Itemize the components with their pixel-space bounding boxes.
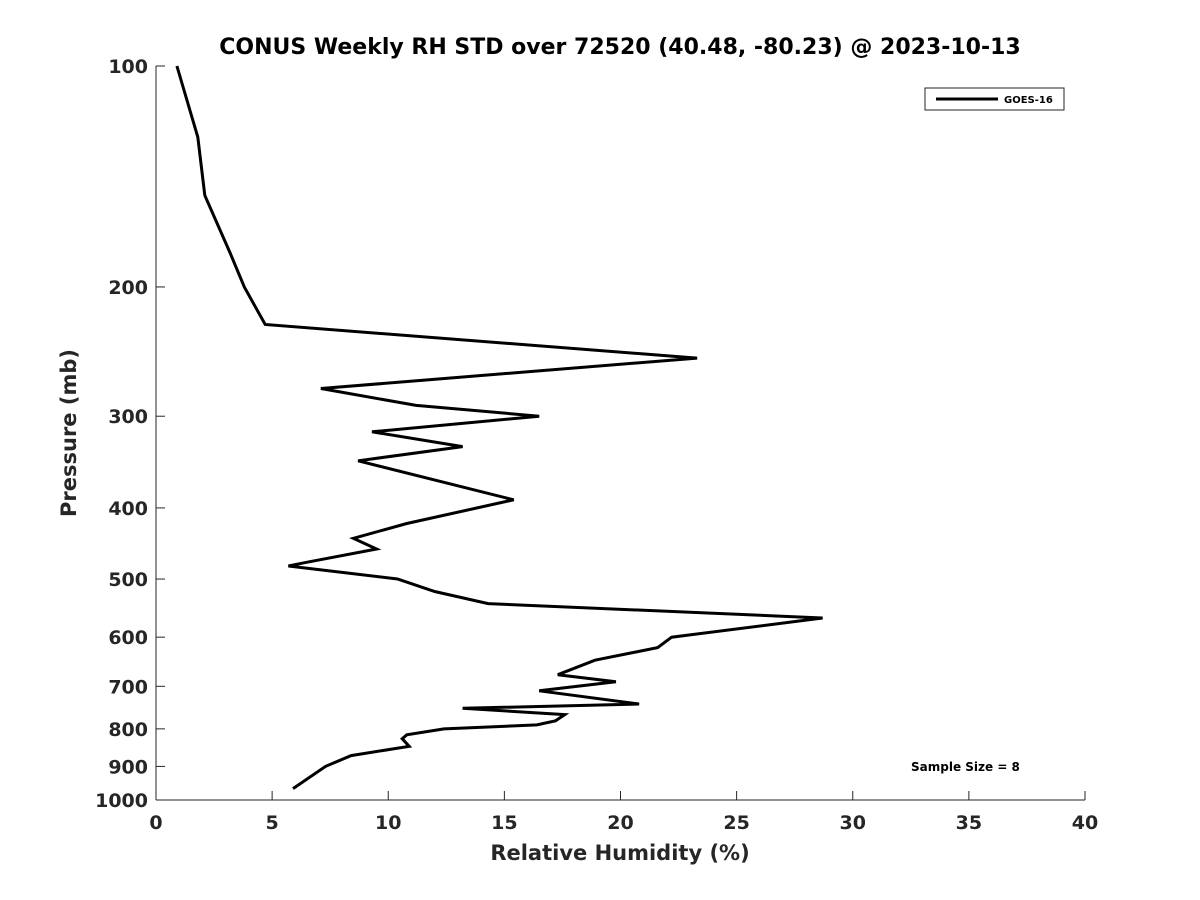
y-tick-label: 500 (108, 569, 148, 591)
x-tick-label: 25 (723, 812, 749, 834)
x-tick-label: 35 (956, 812, 982, 834)
y-tick-label: 300 (108, 406, 148, 428)
x-tick-label: 15 (491, 812, 517, 834)
y-tick-label: 100 (108, 56, 148, 78)
x-tick-label: 40 (1072, 812, 1098, 834)
x-axis-ticks: 0 5 10 15 20 25 30 35 40 (149, 791, 1098, 834)
legend-label-goes-16: GOES-16 (1004, 95, 1053, 106)
x-tick-label: 0 (149, 812, 162, 834)
y-tick-label: 800 (108, 719, 148, 741)
x-tick-label: 5 (266, 812, 279, 834)
y-tick-label: 900 (108, 756, 148, 778)
y-tick-label: 200 (108, 277, 148, 299)
y-axis-label: Pressure (mb) (57, 349, 81, 517)
x-tick-label: 30 (840, 812, 866, 834)
legend: GOES-16 (924, 87, 1065, 111)
x-axis-label: Relative Humidity (%) (490, 841, 749, 865)
series-line-goes-16 (175, 65, 823, 790)
sample-size-annotation: Sample Size = 8 (911, 760, 1020, 774)
y-tick-label: 1000 (95, 790, 148, 812)
y-tick-label: 600 (108, 627, 148, 649)
y-axis-ticks: 100 200 300 400 500 600 700 800 900 1000 (95, 56, 165, 812)
x-tick-label: 10 (375, 812, 401, 834)
chart-title: CONUS Weekly RH STD over 72520 (40.48, -… (219, 35, 1020, 60)
x-tick-label: 20 (607, 812, 633, 834)
y-tick-label: 700 (108, 676, 148, 698)
y-tick-label: 400 (108, 498, 148, 520)
series-layer (175, 65, 823, 790)
